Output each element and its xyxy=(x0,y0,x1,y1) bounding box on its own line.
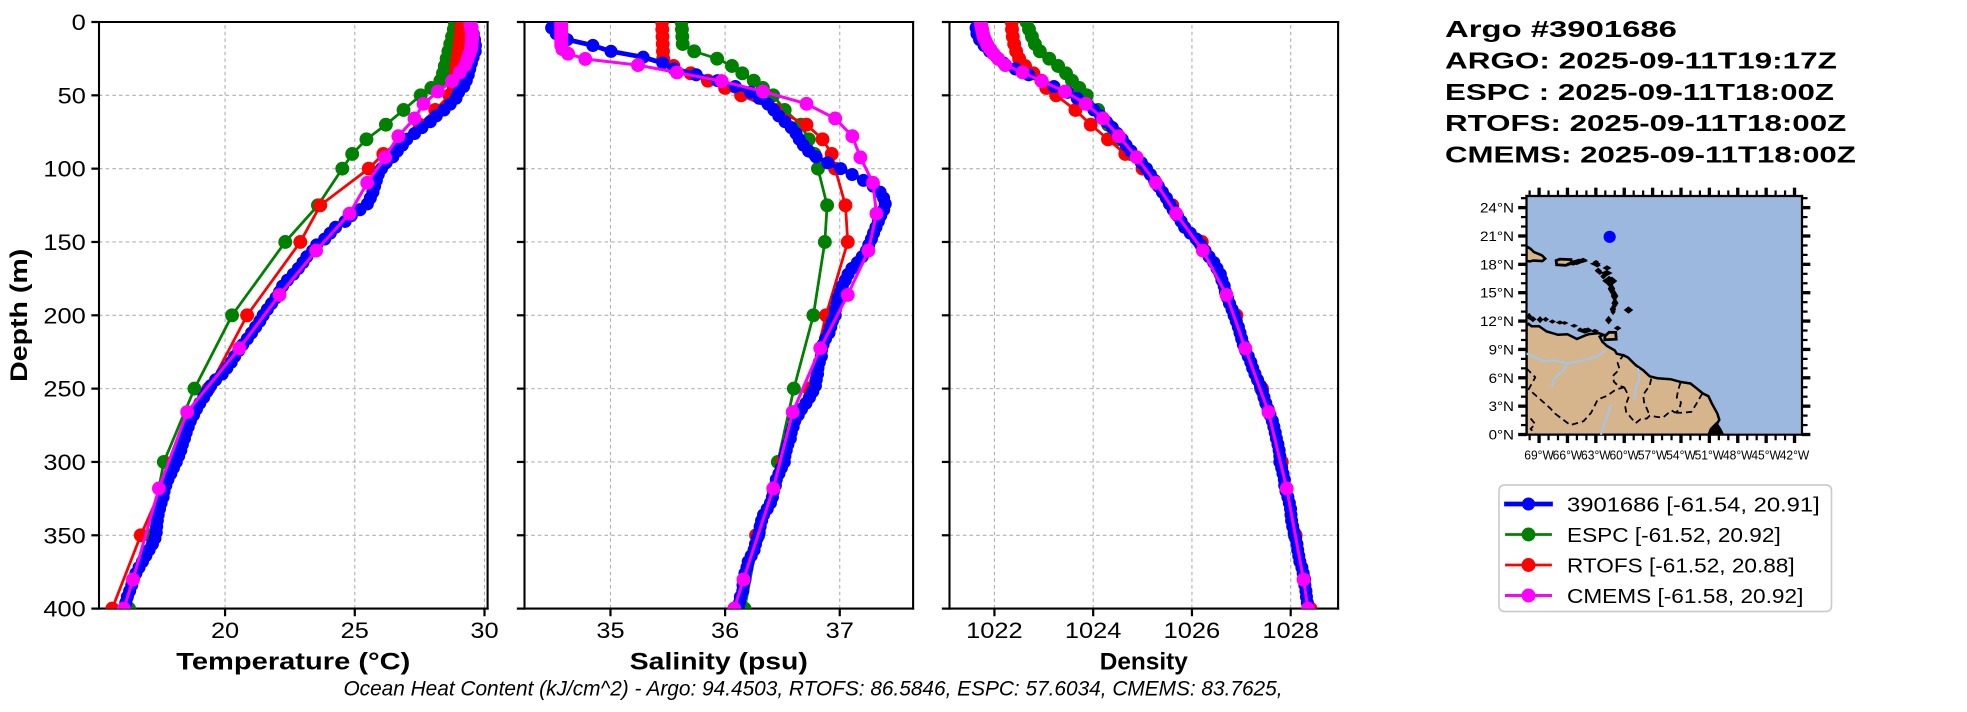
svg-text:63°W: 63°W xyxy=(1581,447,1611,462)
svg-text:Ocean Heat Content (kJ/cm^2) -: Ocean Heat Content (kJ/cm^2) - Argo: 94.… xyxy=(343,677,1282,700)
svg-text:20: 20 xyxy=(211,618,239,643)
svg-text:57°W: 57°W xyxy=(1638,447,1668,462)
svg-text:150: 150 xyxy=(43,230,85,255)
svg-text:Density: Density xyxy=(1100,649,1188,675)
svg-text:35: 35 xyxy=(596,618,624,643)
svg-text:50: 50 xyxy=(58,83,86,108)
svg-text:3°N: 3°N xyxy=(1489,398,1514,414)
svg-text:45°W: 45°W xyxy=(1751,447,1781,462)
svg-text:CMEMS: 2025-09-11T18:00Z: CMEMS: 2025-09-11T18:00Z xyxy=(1445,141,1856,167)
svg-text:69°W: 69°W xyxy=(1524,447,1554,462)
svg-text:24°N: 24°N xyxy=(1480,200,1514,216)
svg-text:100: 100 xyxy=(43,157,85,182)
svg-text:1024: 1024 xyxy=(1065,618,1122,643)
svg-text:18°N: 18°N xyxy=(1480,256,1514,272)
svg-text:42°W: 42°W xyxy=(1780,447,1810,462)
svg-text:CMEMS [-61.58, 20.92]: CMEMS [-61.58, 20.92] xyxy=(1567,586,1803,608)
svg-text:54°W: 54°W xyxy=(1666,447,1696,462)
svg-text:25: 25 xyxy=(341,618,369,643)
svg-text:RTOFS: 2025-09-11T18:00Z: RTOFS: 2025-09-11T18:00Z xyxy=(1445,110,1846,136)
svg-text:3901686 [-61.54, 20.91]: 3901686 [-61.54, 20.91] xyxy=(1567,494,1820,516)
svg-text:350: 350 xyxy=(43,523,85,548)
svg-text:ESPC [-61.52, 20.92]: ESPC [-61.52, 20.92] xyxy=(1567,525,1781,547)
svg-text:6°N: 6°N xyxy=(1489,370,1514,386)
svg-text:ARGO: 2025-09-11T19:17Z: ARGO: 2025-09-11T19:17Z xyxy=(1445,47,1837,73)
svg-text:60°W: 60°W xyxy=(1609,447,1639,462)
svg-text:Argo #3901686: Argo #3901686 xyxy=(1445,16,1677,42)
svg-text:Depth (m): Depth (m) xyxy=(7,249,33,382)
svg-text:1026: 1026 xyxy=(1164,618,1221,643)
svg-text:300: 300 xyxy=(43,450,85,475)
svg-text:21°N: 21°N xyxy=(1480,228,1514,244)
svg-text:51°W: 51°W xyxy=(1695,447,1725,462)
svg-text:12°N: 12°N xyxy=(1480,313,1514,329)
svg-text:15°N: 15°N xyxy=(1480,285,1514,301)
svg-text:Temperature (°C): Temperature (°C) xyxy=(176,649,410,675)
svg-text:250: 250 xyxy=(43,377,85,402)
svg-text:37: 37 xyxy=(826,618,854,643)
svg-text:ESPC : 2025-09-11T18:00Z: ESPC : 2025-09-11T18:00Z xyxy=(1445,79,1834,105)
svg-text:Salinity (psu): Salinity (psu) xyxy=(630,649,808,675)
svg-text:36: 36 xyxy=(711,618,739,643)
svg-text:30: 30 xyxy=(470,618,498,643)
svg-text:66°W: 66°W xyxy=(1553,447,1583,462)
svg-text:0°N: 0°N xyxy=(1489,427,1514,443)
svg-text:48°W: 48°W xyxy=(1723,447,1753,462)
svg-text:1022: 1022 xyxy=(966,618,1023,643)
svg-text:0: 0 xyxy=(72,10,86,35)
svg-text:RTOFS [-61.52, 20.88]: RTOFS [-61.52, 20.88] xyxy=(1567,555,1795,577)
svg-text:200: 200 xyxy=(43,303,85,328)
svg-text:9°N: 9°N xyxy=(1489,341,1514,357)
svg-text:1028: 1028 xyxy=(1262,618,1319,643)
svg-text:400: 400 xyxy=(43,597,85,622)
